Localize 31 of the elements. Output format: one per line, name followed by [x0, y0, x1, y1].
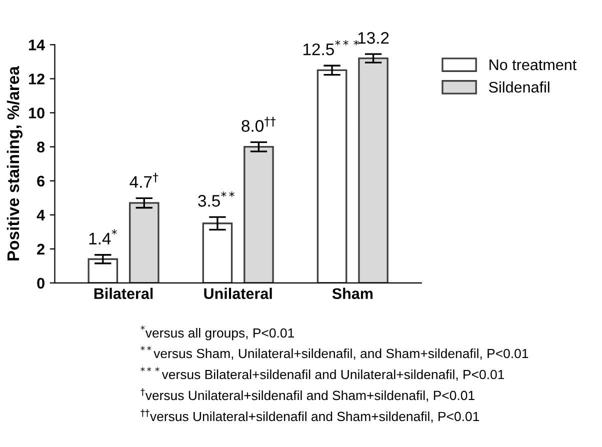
bar: [358, 57, 388, 283]
text: $^{†}$versus Unilateral+sildenafil and Sham+sildenafil, P<0.01: [140, 388, 474, 402]
text: $^{***}$versus Bilateral+sildenafil and Unilateral+sildenafil, P<0.01: [140, 367, 504, 381]
y-tick-label: 2: [37, 244, 44, 254]
bar: [88, 258, 118, 283]
bar: [128, 202, 160, 283]
data-label: 1.4$^{*}$: [89, 229, 117, 244]
text: $^{**}$versus Sham, Unilateral+sildenafil, and Sham+sildenafil, P<0.01: [140, 346, 528, 360]
legend-label: No treatment: [490, 60, 577, 70]
legend-label: Sildenafil: [489, 81, 550, 93]
bar: [244, 146, 274, 283]
y-tick-label: 6: [37, 176, 45, 187]
data-label: 13.2: [358, 32, 389, 44]
y-axis-title: Positive staining, %/area: [6, 66, 23, 260]
y-tick-label: 0: [37, 278, 44, 289]
data-label: 3.5$^{**}$: [198, 192, 234, 207]
bar: [202, 222, 233, 283]
data-label: 4.7$^{†}$: [130, 172, 158, 188]
y-tick-label: 4: [36, 210, 45, 220]
data-label: 8.0$^{††}$: [242, 116, 276, 132]
data-label: 12.5$^{***}$: [303, 40, 359, 56]
y-tick-label: 14: [29, 40, 45, 50]
text: $^{††}$versus Unilateral+sildenafil and Sham+sildenafil, P<0.01: [140, 409, 480, 423]
x-tick-label: Unilateral: [204, 288, 272, 300]
text: $^{*}$versus all groups, P<0.01: [140, 326, 294, 340]
y-tick-label: 10: [29, 108, 44, 118]
y-tick-label: 12: [29, 74, 44, 84]
x-tick-label: Sham: [332, 288, 373, 300]
bar: [316, 69, 348, 283]
y-tick-label: 8: [37, 142, 45, 152]
x-tick-label: Bilateral: [94, 288, 153, 300]
